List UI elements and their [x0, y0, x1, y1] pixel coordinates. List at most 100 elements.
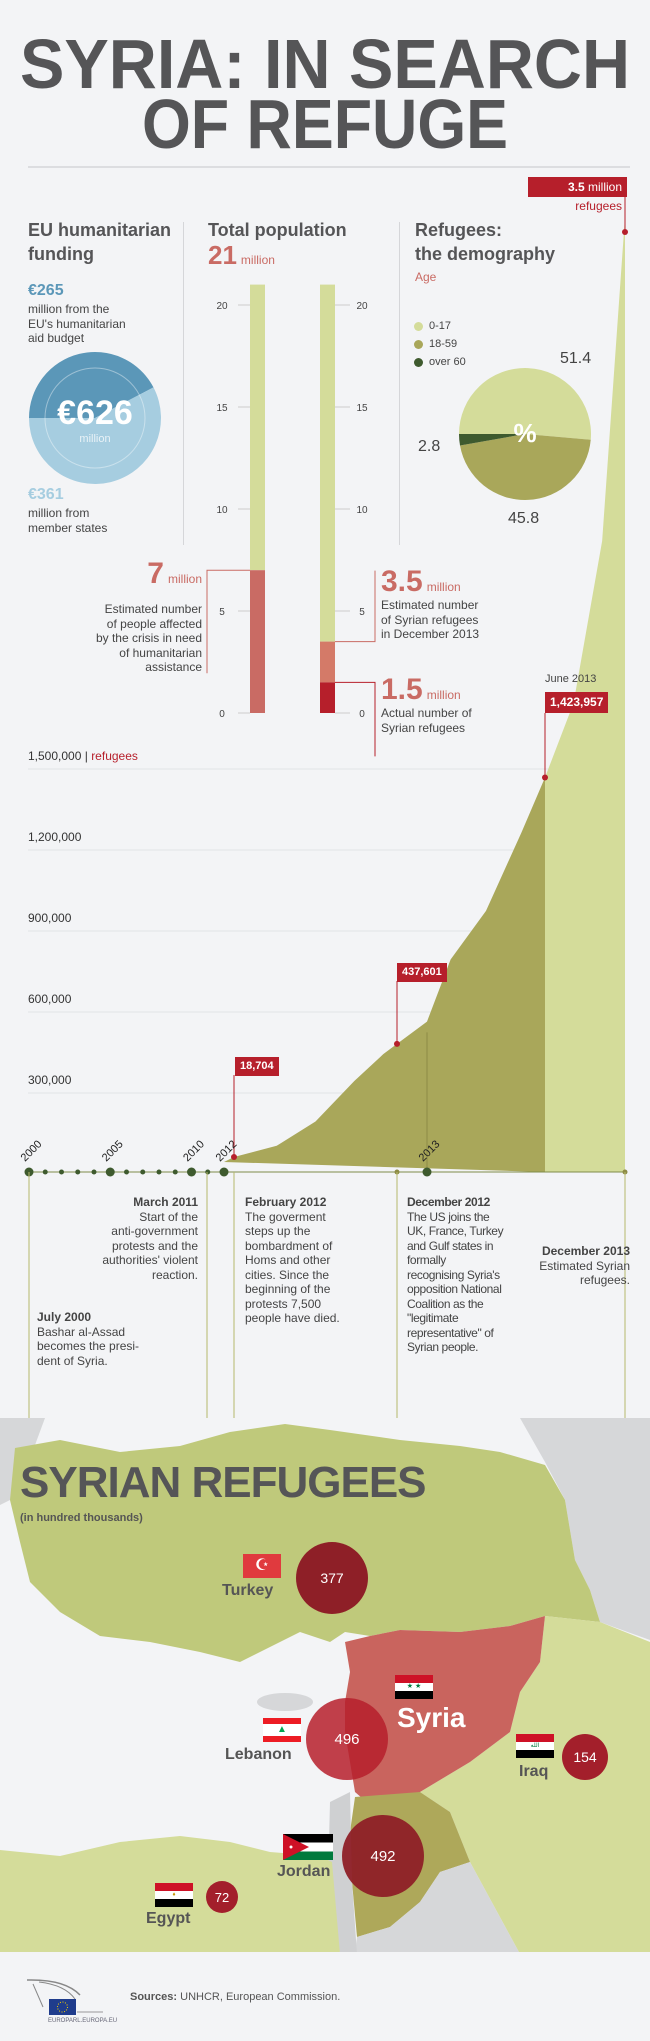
timeline-date: July 2000 [37, 1310, 92, 1324]
cyprus-land [257, 1693, 313, 1711]
timeline-text: Bashar al-Assad becomes the presi- dent … [37, 1324, 140, 1368]
legend-label: 18-59 [429, 338, 458, 350]
population-total-unit: million [240, 253, 275, 267]
funding-pie-chart [29, 352, 161, 484]
population-heading: Total population [208, 220, 347, 240]
estimated-figure: 3.5 million [381, 567, 461, 601]
x-tick-label: 2005 [100, 1138, 126, 1164]
connector-estimated [335, 570, 376, 643]
callout-dot [622, 229, 628, 235]
y-tick-label: 900,000 [28, 911, 72, 925]
title-line-2: OF REFUGE [142, 85, 508, 163]
timeline-text: The goverment steps up the bombardment o… [245, 1209, 340, 1326]
legend-dot-icon [414, 321, 423, 331]
timeline-event: February 2012 The goverment steps up the … [245, 1195, 340, 1326]
x-tick-label: 2010 [181, 1138, 207, 1164]
callout-dot [542, 774, 548, 781]
estimated-unit: million [426, 580, 461, 594]
bar-estimated-refugees [320, 641, 335, 683]
actual-unit: million [426, 688, 461, 702]
legend-item: over 60 [414, 353, 466, 371]
affected-unit: million [167, 572, 202, 586]
pie-slice-eu [29, 352, 154, 418]
country-label-egypt: Egypt [146, 1910, 191, 1927]
y-axis-title-row: 1,500,000 | refugees [28, 749, 138, 763]
members-description: million from member states [28, 506, 108, 535]
population-bars: 20 20 15 15 10 10 5 5 0 0 [206, 284, 376, 757]
page-title: SYRIA: IN SEARCH OF REFUGE [20, 25, 630, 168]
legend-item: 18-59 [414, 335, 466, 353]
title-divider [28, 166, 630, 168]
pie-slice-members [29, 387, 161, 484]
area-actual-refugees [224, 777, 545, 1172]
timeline-dot [105, 1167, 115, 1177]
connector-actual [335, 681, 376, 757]
turkey-flag-icon: ☪ [243, 1554, 281, 1578]
timeline-dot [156, 1169, 162, 1175]
population-total: 21 million [208, 242, 275, 273]
timeline-text: Estimated Syrian refugees. [539, 1258, 630, 1288]
estimated-description: Estimated number of Syrian refugees in D… [381, 598, 480, 641]
syria-flag-icon: ★ ★ [395, 1675, 433, 1699]
legend-dot-icon [414, 339, 423, 349]
funding-total: €626 [57, 394, 133, 432]
sources-text: UNHCR, European Commission. [177, 1991, 341, 2003]
y-tick-label: 600,000 [28, 992, 72, 1006]
demography-subheading: Age [415, 270, 437, 284]
timeline-dot [219, 1167, 229, 1177]
egypt-refugee-circle: 72 [206, 1881, 238, 1913]
demography-heading: Refugees: the demography [415, 220, 556, 264]
tick-label: 5 [359, 607, 365, 618]
members-amount: €361 [28, 486, 64, 503]
timeline-event: December 2012 The US joins the UK, France… [407, 1195, 504, 1355]
sources-label: Sources: [130, 1991, 178, 2003]
timeline-dot [172, 1169, 178, 1175]
timeline-dot [205, 1169, 211, 1175]
tick-label: 0 [359, 709, 365, 720]
funding-heading: EU humanitarian funding [28, 220, 172, 264]
jordan-flag-icon [283, 1834, 333, 1860]
footer: EUROPARL.EUROPA.EU Sources: UNHCR, Europ… [0, 1952, 650, 2041]
syria-region [345, 1616, 545, 1805]
timeline-date: March 2011 [133, 1195, 198, 1209]
europarl-logo [26, 1979, 103, 2015]
iraq-flag-icon: الله [516, 1734, 554, 1758]
actual-description: Actual number of Syrian refugees [381, 706, 472, 735]
y-axis-label: refugees [91, 749, 138, 763]
pie-slice-over 60 [459, 434, 525, 446]
timeline-date: February 2012 [245, 1195, 327, 1209]
y-tick-label: 300,000 [28, 1073, 72, 1087]
actual-figure: 1.5 million [381, 675, 461, 709]
top-callout-label: refugees [575, 199, 622, 213]
legend-dot-icon [414, 357, 423, 367]
timeline-dot [59, 1169, 64, 1175]
timeline-event: December 2013 Estimated Syrian refugees. [527, 1244, 630, 1288]
column-divider [183, 222, 184, 545]
middle-east-map [0, 1418, 650, 1954]
map-subtitle: (in hundred thousands) [20, 1512, 143, 1524]
demography-label-over-60: 2.8 [418, 438, 441, 455]
jordan-refugee-circle: 492 [342, 1815, 424, 1897]
tick-label: 10 [216, 505, 228, 516]
lebanon-flag-icon: ▲ [263, 1718, 301, 1742]
callout-june-2013-date: June 2013 [545, 673, 597, 685]
timeline-dot [42, 1169, 48, 1175]
pie-slice-0-17 [459, 368, 591, 440]
legend-item: 0-17 [414, 317, 466, 335]
demography-legend: 0-17 18-59 over 60 [414, 317, 466, 371]
saudi-land [355, 1862, 520, 1954]
tick-label: 20 [356, 301, 368, 312]
country-label-syria: Syria [397, 1702, 466, 1733]
legend-label: 0-17 [429, 320, 452, 332]
bar-total-population [250, 284, 265, 571]
eu-description: million from the EU's humanitarian aid b… [28, 302, 126, 345]
timeline-dot [422, 1167, 432, 1177]
bar-total-population-2 [320, 284, 335, 642]
turkey-region [10, 1424, 600, 1662]
funding-total-unit: million [79, 433, 111, 445]
y-tick-label: 1,200,000 [28, 830, 82, 844]
map-title: SYRIAN REFUGEES [20, 1458, 427, 1507]
country-label-jordan: Jordan [277, 1863, 331, 1880]
timeline-date: December 2013 [541, 1244, 630, 1258]
